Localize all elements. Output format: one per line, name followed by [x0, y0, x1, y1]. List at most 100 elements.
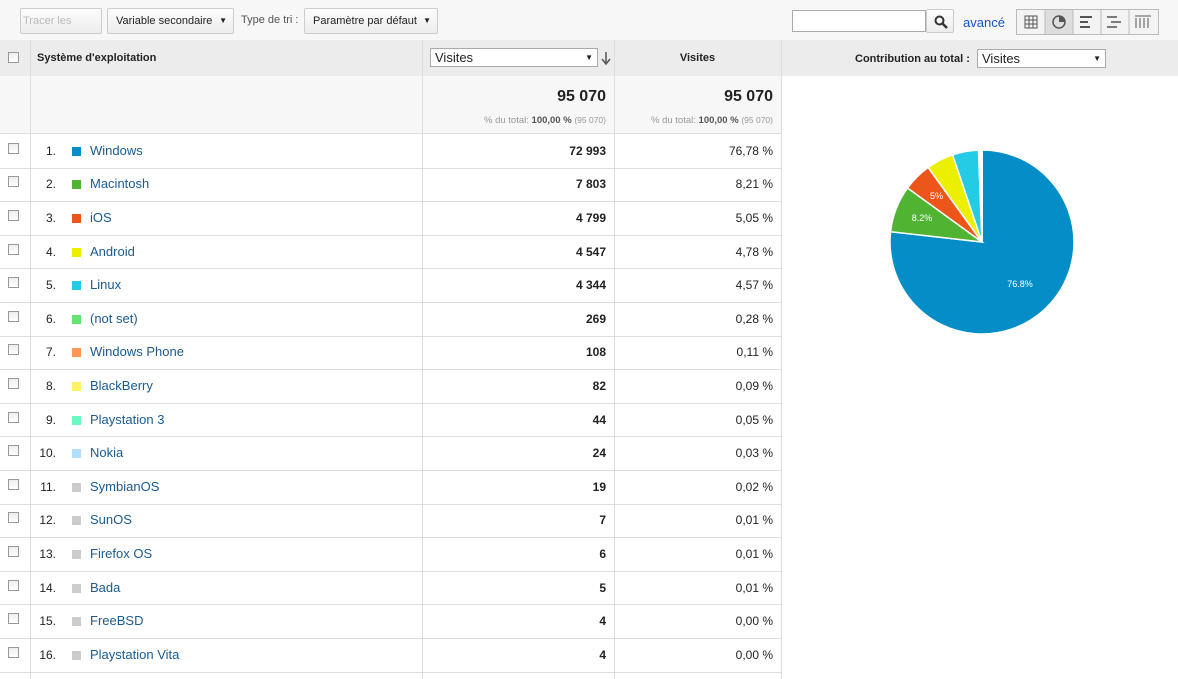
row-rank: 12. [39, 513, 56, 528]
row-name[interactable]: iOS [90, 210, 112, 225]
row-color [72, 650, 81, 660]
row-name[interactable]: (not set) [90, 310, 138, 326]
pie-label: 8.2% [912, 213, 933, 223]
row-name[interactable]: Windows [90, 142, 143, 158]
row-name[interactable]: Android [90, 243, 135, 259]
row-visits: 72 993 [569, 143, 606, 158]
row-visits: 7 [599, 513, 606, 528]
column-divider [30, 40, 31, 679]
row-visits: 44 [592, 412, 606, 427]
row-percent: 0,01 % [735, 580, 773, 595]
sort-type-label: Type de tri : [241, 14, 299, 26]
row-rank: 10. [39, 446, 56, 461]
row-checkbox[interactable] [8, 176, 19, 188]
row-checkbox[interactable] [8, 243, 19, 255]
row-name[interactable]: Firefox OS [90, 546, 153, 561]
row-checkbox[interactable] [8, 579, 19, 591]
advanced-link[interactable]: avancé [963, 15, 1005, 30]
row-percent: 0,00 % [735, 647, 773, 662]
plot-rows-button[interactable]: Tracer les lignes [20, 8, 102, 51]
pie-chart: 76.8% 8.2% 5% [889, 149, 1075, 335]
row-color [72, 146, 81, 156]
row-name[interactable]: Playstation 3 [90, 411, 165, 427]
row-divider [0, 503, 781, 505]
row-divider [0, 638, 781, 639]
row-name[interactable]: Windows Phone [90, 344, 184, 360]
metric-select[interactable]: Visites ▼ [430, 48, 598, 67]
row-checkbox[interactable] [8, 142, 19, 154]
row-name[interactable]: Macintosh [90, 176, 150, 192]
total-value: 95 070 [557, 88, 606, 105]
row-percent: 0,03 % [735, 446, 773, 461]
row-checkbox[interactable] [8, 478, 19, 490]
view-switcher[interactable] [1016, 9, 1159, 35]
row-divider [0, 302, 781, 303]
note-part: (95 070) [574, 115, 606, 125]
column-divider [422, 40, 423, 679]
sort-arrow[interactable] [600, 51, 612, 65]
row-rank: 15. [39, 614, 56, 629]
row-checkbox[interactable] [8, 210, 19, 221]
label: Paramètre par défaut [313, 15, 417, 27]
row-checkbox[interactable] [8, 310, 19, 322]
row-name[interactable]: Nokia [90, 445, 124, 461]
row-name[interactable]: Playstation Vita [90, 646, 180, 662]
row-percent: 0,02 % [735, 479, 773, 494]
row-checkbox[interactable] [8, 344, 19, 356]
row-color [72, 314, 81, 324]
row-visits: 82 [592, 379, 606, 393]
row-color [72, 617, 81, 627]
row-name[interactable]: Bada [90, 579, 121, 595]
row-checkbox[interactable] [8, 646, 19, 658]
row-name[interactable]: SymbianOS [90, 478, 160, 494]
row-percent: 4,57 % [735, 278, 773, 293]
row-rank: 6. [45, 311, 56, 326]
select-all-checkbox[interactable] [8, 52, 19, 63]
row-rank: 13. [39, 547, 56, 561]
contribution-label: Contribution au total : [855, 53, 970, 65]
row-visits: 4 [599, 614, 606, 629]
row-checkbox[interactable] [8, 445, 19, 457]
search-input[interactable] [792, 10, 926, 32]
row-percent: 0,05 % [735, 412, 773, 427]
secondary-dimension-button[interactable]: Variable secondaire ▼ [107, 8, 234, 34]
row-checkbox[interactable] [8, 277, 19, 289]
row-checkbox[interactable] [8, 546, 19, 557]
row-name[interactable]: Linux [90, 277, 122, 293]
row-percent: 0,11 % [736, 345, 773, 360]
note-part: 100,00 % [531, 115, 572, 126]
row-divider [0, 335, 781, 337]
row-divider [0, 436, 781, 438]
row-divider [0, 470, 781, 471]
row-name[interactable]: BlackBerry [90, 378, 153, 393]
contribution-select[interactable]: Visites ▼ [977, 49, 1106, 68]
row-checkbox[interactable] [8, 512, 19, 524]
row-checkbox[interactable] [8, 378, 19, 389]
metric-header: Visites [679, 52, 716, 64]
row-visits: 4 344 [575, 278, 606, 293]
sort-type-button[interactable]: Paramètre par défaut ▼ [304, 8, 438, 34]
total-value: 95 070 [724, 88, 773, 105]
row-percent: 4,78 % [735, 244, 773, 259]
row-rank: 16. [39, 647, 56, 662]
search-button[interactable] [926, 9, 954, 33]
row-rank: 2. [45, 177, 56, 192]
row-checkbox[interactable] [8, 411, 19, 423]
row-rank: 11. [40, 479, 56, 494]
row-visits: 19 [592, 479, 606, 494]
row-rank: 4. [45, 244, 56, 259]
row-divider [0, 570, 781, 572]
total-note: % du total: 100,00 % (95 070) [651, 115, 773, 126]
row-rank: 3. [45, 211, 56, 225]
row-name[interactable]: FreeBSD [90, 613, 144, 629]
column-divider [614, 40, 615, 679]
row-divider [0, 133, 781, 134]
note-part: (95 070) [741, 115, 773, 125]
row-visits: 24 [592, 446, 606, 461]
arrow: ▼ [585, 53, 593, 62]
row-rank: 7. [45, 345, 56, 360]
row-visits: 4 799 [575, 211, 606, 225]
row-checkbox[interactable] [8, 613, 19, 625]
row-name[interactable]: SunOS [90, 512, 132, 528]
